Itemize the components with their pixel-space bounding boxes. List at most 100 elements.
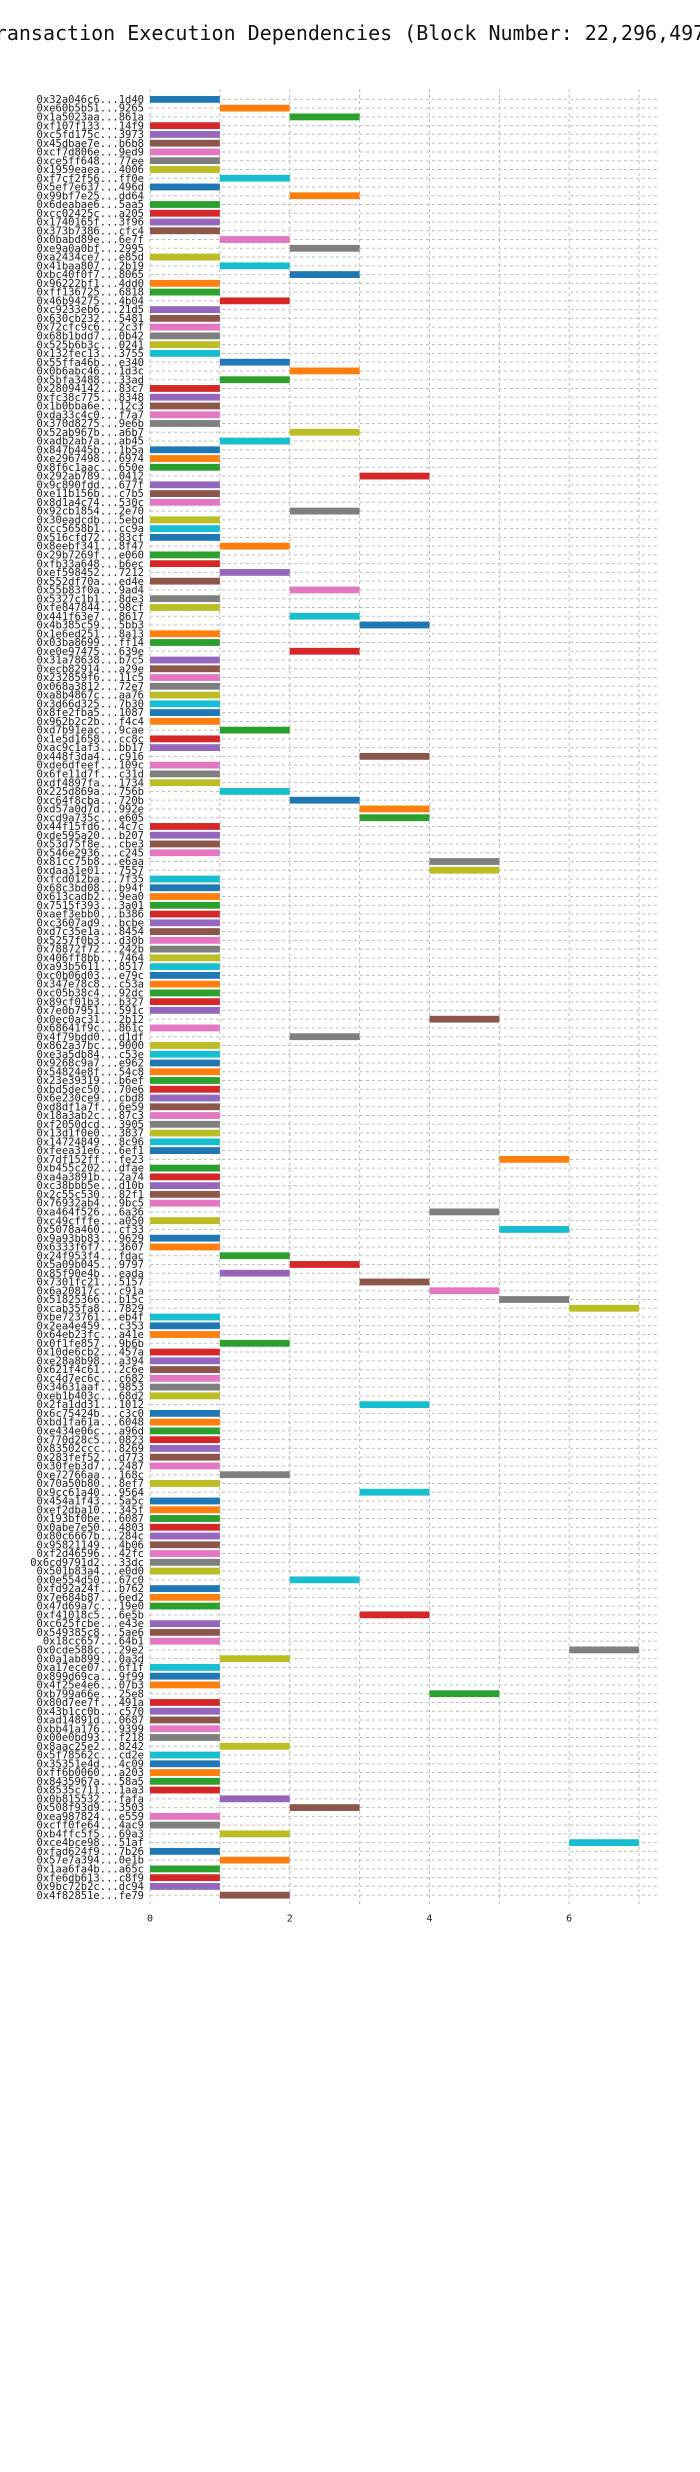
task-bar: [219, 788, 290, 795]
tx-hash-label: 0x23e39319...b6ef: [37, 1075, 144, 1087]
tx-hash-label: 0xfb33a648...b6ec: [37, 558, 144, 570]
task-bar: [150, 1541, 220, 1549]
tx-hash-label: 0x525b6b3c...0241: [37, 339, 144, 351]
tx-hash-label: 0xe0e97475...639e: [37, 646, 144, 658]
tx-hash-label: 0x0f1fe857...9b6b: [37, 1338, 144, 1350]
task-bar: [219, 1830, 290, 1838]
task-bar: [150, 1007, 220, 1014]
task-bar: [150, 735, 220, 743]
task-bar: [150, 1120, 220, 1128]
task-bar: [150, 901, 220, 909]
tx-hash-label: 0x6a20817c...c91a: [37, 1285, 144, 1297]
task-bar: [150, 945, 220, 953]
tx-hash-label: 0xff6b0060...a203: [37, 1767, 144, 1779]
task-bar: [150, 1847, 220, 1855]
tx-hash-label: 0xef598452...7212: [37, 567, 144, 579]
tx-hash-label: 0xe434e06c...a96d: [37, 1426, 144, 1438]
task-bar: [150, 884, 220, 892]
tx-hash-label: 0x7301fc21...5157: [37, 1277, 144, 1289]
tx-hash-label: 0x8eebf341...8f47: [37, 541, 144, 553]
tx-hash-label: 0x9268c9a7...e962: [37, 1058, 144, 1070]
bar-layer: [150, 95, 640, 1899]
task-bar: [150, 201, 220, 208]
task-bar: [150, 595, 220, 603]
task-bar: [150, 823, 220, 830]
task-bar: [429, 1208, 500, 1216]
tx-hash-label: 0xfe6db613...c8f9: [37, 1872, 144, 1884]
task-bar: [150, 1147, 220, 1154]
task-bar: [219, 376, 290, 384]
task-bar: [150, 1427, 220, 1435]
tx-hash-label: 0xe3a5db84...c53e: [37, 1049, 144, 1061]
tx-hash-label: 0x8435967a...58a5: [37, 1776, 144, 1788]
task-bar: [150, 323, 220, 331]
tx-hash-label: 0x64eb23fc...a41e: [37, 1329, 144, 1341]
task-bar: [289, 1261, 360, 1268]
task-bar: [359, 805, 430, 813]
task-bar: [429, 1690, 500, 1698]
tx-hash-label: 0xfe847844...98cf: [37, 602, 144, 614]
tx-hash-label: 0x85f90e4b...eada: [37, 1268, 144, 1280]
tx-hash-label: 0x68c3bd08...b94f: [37, 882, 144, 894]
task-bar: [150, 560, 220, 568]
task-bar: [150, 963, 220, 971]
tx-hash-label: 0xce5ff648...77ee: [37, 155, 144, 167]
tx-hash-label: 0x1e6ed251...8a13: [37, 628, 144, 640]
tx-hash-label: 0xa464f526...6a36: [37, 1207, 144, 1219]
tx-hash-label: 0x34631aaf...9853: [37, 1382, 144, 1394]
tx-hash-label: 0x448f3da4...c916: [37, 751, 144, 763]
task-bar: [150, 1050, 220, 1058]
tx-hash-label: 0xe2967498...6974: [37, 453, 144, 465]
grid-layer: [149, 89, 660, 1906]
tx-hash-label: 0xbc40f0f7...8065: [37, 269, 144, 281]
tx-hash-label: 0xf41018c5...6e5b: [37, 1609, 144, 1621]
tx-hash-label: 0x89cf01b3...b327: [37, 996, 144, 1008]
task-bar: [150, 1716, 220, 1724]
task-bar: [289, 586, 360, 594]
task-bar: [289, 271, 360, 278]
tx-hash-label: 0x5327c1b1...8de3: [37, 593, 144, 605]
tx-hash-label: 0x95821149...4b06: [37, 1539, 144, 1551]
task-bar: [150, 989, 220, 997]
task-bar: [429, 1287, 500, 1295]
tx-hash-label: 0x55ffa46b...e340: [37, 357, 144, 369]
task-bar: [150, 770, 220, 778]
tx-hash-label: 0x92cb1854...2e70: [37, 506, 144, 518]
tx-hash-label: 0x292ab789...0412: [37, 471, 144, 483]
tx-hash-label: 0xc9233eb6...21d5: [37, 304, 144, 316]
task-bar: [219, 1655, 290, 1663]
task-bar: [150, 1129, 220, 1137]
tx-hash-label: 0x29b7269f...e060: [37, 550, 144, 562]
x-axis-ticks: 0 2 4 6: [147, 1914, 572, 1925]
task-bar: [150, 498, 220, 506]
task-bar: [150, 95, 220, 103]
tx-hash-label: 0x68641f9c...861c: [37, 1023, 144, 1035]
task-bar: [150, 1874, 220, 1882]
task-bar: [569, 1304, 640, 1312]
tx-hash-label: 0xc64f8cba...720b: [37, 795, 144, 807]
task-bar: [219, 358, 290, 366]
tx-hash-label: 0x516cfd72...83cf: [37, 532, 144, 544]
tx-hash-label: 0x0a1ab899...0a3d: [37, 1653, 144, 1665]
task-bar: [150, 1164, 220, 1172]
task-bar: [219, 1471, 290, 1479]
tx-hash-label: 0x0e554d50...67c0: [37, 1574, 144, 1586]
tx-hash-label: 0xd57a0d7d...992e: [37, 804, 144, 816]
tx-hash-label: 0x80d7ee7f...491a: [37, 1697, 144, 1709]
tx-hash-label: 0x962b2c2b...f4c4: [37, 716, 144, 728]
task-bar: [150, 1173, 220, 1181]
tx-hash-label: 0xfad624f9...7b26: [37, 1846, 144, 1858]
task-bar: [150, 919, 220, 927]
tx-hash-label: 0x18a3ab2c...87c3: [37, 1110, 144, 1122]
tx-hash-label: 0xc05b38c4...92dc: [37, 988, 144, 1000]
tx-hash-label: 0x0cde588c...29e2: [37, 1645, 144, 1657]
task-bar: [150, 1769, 220, 1776]
tx-hash-label: 0xa2434ce7...e85d: [37, 252, 144, 264]
x-tick-label: 6: [566, 1914, 572, 1925]
y-axis-labels: 0x32a046c6...1d400xe60b5b51...92650x1a50…: [30, 94, 144, 1902]
task-bar: [150, 1199, 220, 1207]
tx-hash-label: 0xde595a20...b207: [37, 830, 144, 842]
tx-hash-label: 0x81cc75b8...e6aa: [37, 856, 144, 868]
tx-hash-label: 0x406ff8bb...7464: [37, 952, 144, 964]
